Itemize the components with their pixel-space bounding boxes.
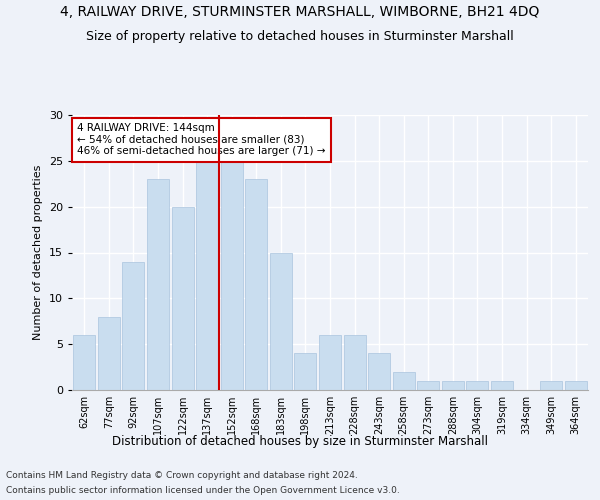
Bar [565,381,587,390]
Bar [147,179,169,390]
Text: Size of property relative to detached houses in Sturminster Marshall: Size of property relative to detached ho… [86,30,514,43]
Bar [491,381,513,390]
Y-axis label: Number of detached properties: Number of detached properties [33,165,43,340]
Text: Contains HM Land Registry data © Crown copyright and database right 2024.: Contains HM Land Registry data © Crown c… [6,471,358,480]
Bar [442,381,464,390]
Bar [196,161,218,390]
Bar [319,335,341,390]
Bar [270,252,292,390]
Bar [392,372,415,390]
Bar [172,206,194,390]
Text: 4 RAILWAY DRIVE: 144sqm
← 54% of detached houses are smaller (83)
46% of semi-de: 4 RAILWAY DRIVE: 144sqm ← 54% of detache… [77,123,326,156]
Bar [368,354,390,390]
Bar [245,179,268,390]
Bar [73,335,95,390]
Text: Distribution of detached houses by size in Sturminster Marshall: Distribution of detached houses by size … [112,435,488,448]
Bar [221,161,243,390]
Bar [344,335,365,390]
Bar [295,354,316,390]
Text: Contains public sector information licensed under the Open Government Licence v3: Contains public sector information licen… [6,486,400,495]
Bar [466,381,488,390]
Text: 4, RAILWAY DRIVE, STURMINSTER MARSHALL, WIMBORNE, BH21 4DQ: 4, RAILWAY DRIVE, STURMINSTER MARSHALL, … [61,5,539,19]
Bar [122,262,145,390]
Bar [98,316,120,390]
Bar [540,381,562,390]
Bar [417,381,439,390]
